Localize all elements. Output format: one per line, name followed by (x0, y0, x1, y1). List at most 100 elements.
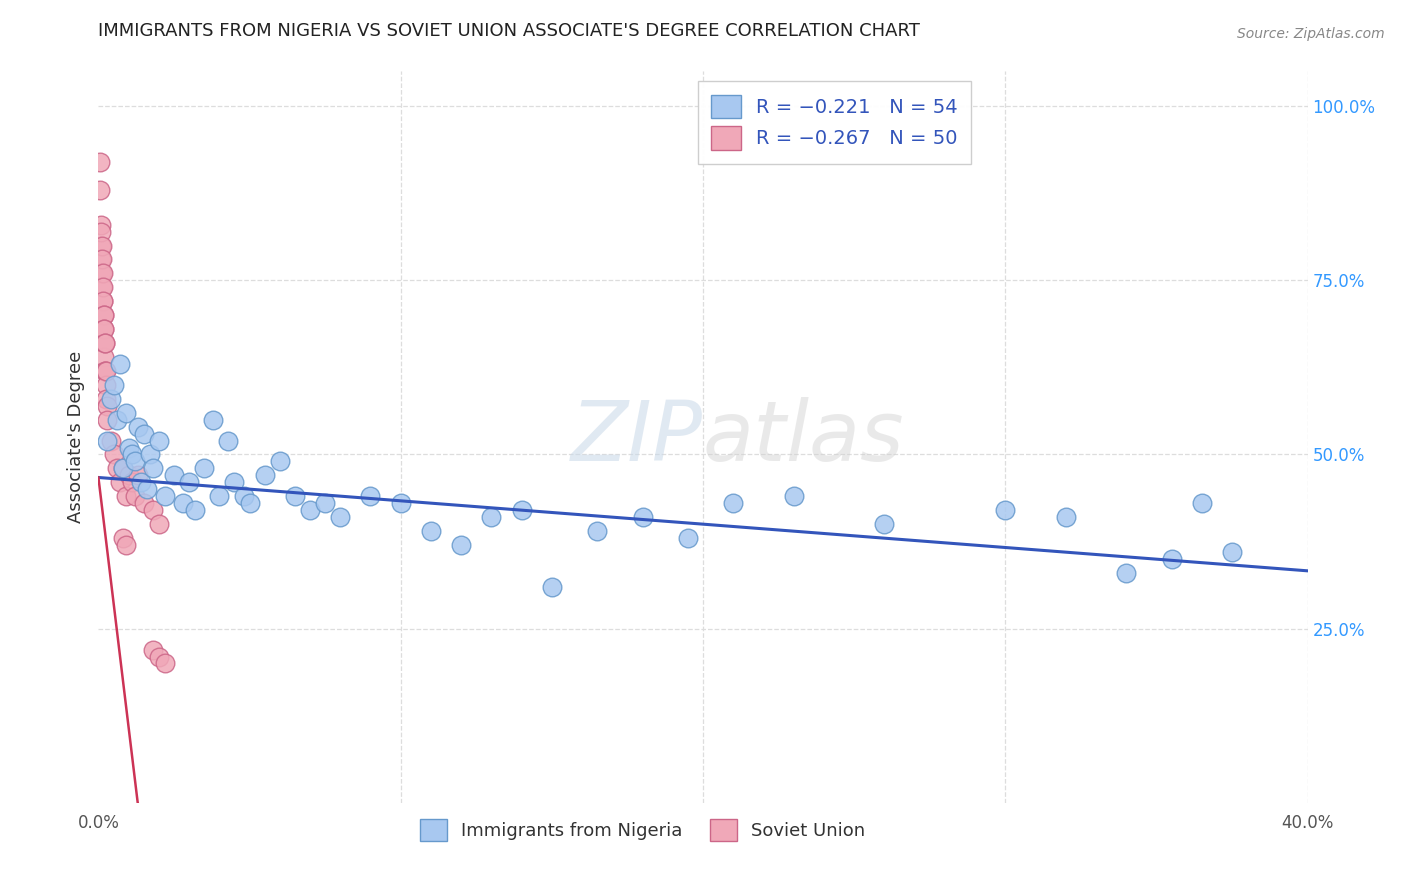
Point (450, 538, 472, 552)
Point (299, 503, 322, 517)
Point (91, 252, 114, 267)
Point (118, 468, 141, 483)
Point (127, 468, 149, 483)
Point (94, 336, 117, 351)
Point (1054, 510, 1077, 524)
Point (96, 412, 118, 426)
Point (142, 642, 165, 657)
Point (586, 524, 609, 538)
Point (148, 434, 170, 448)
Point (96, 399, 118, 413)
Point (91, 238, 114, 252)
Point (93, 308, 115, 322)
Point (153, 657, 176, 671)
Text: ZIP: ZIP (571, 397, 703, 477)
Point (105, 412, 128, 426)
Point (148, 649, 170, 664)
Point (114, 406, 136, 420)
Point (284, 489, 307, 503)
Point (118, 441, 141, 455)
Point (481, 510, 503, 524)
Point (510, 503, 533, 517)
Point (631, 510, 654, 524)
Point (132, 496, 155, 510)
Point (135, 483, 157, 497)
Point (540, 580, 562, 594)
Point (124, 489, 146, 503)
Point (111, 461, 134, 475)
Point (91, 280, 114, 294)
Point (90, 238, 112, 252)
Point (217, 434, 239, 448)
Point (232, 489, 254, 503)
Point (94, 377, 117, 392)
Point (90, 252, 112, 267)
Point (129, 475, 152, 490)
Point (100, 434, 122, 448)
Point (329, 510, 352, 524)
Point (224, 475, 246, 490)
Point (202, 412, 225, 426)
Point (89, 183, 111, 197)
Point (142, 503, 165, 517)
Point (91, 294, 114, 309)
Point (93, 350, 115, 364)
Point (90, 266, 112, 280)
Point (269, 454, 291, 468)
Point (90, 225, 112, 239)
Point (208, 489, 231, 503)
Point (108, 357, 131, 371)
Point (108, 475, 131, 490)
Point (314, 496, 336, 510)
Text: Source: ZipAtlas.com: Source: ZipAtlas.com (1237, 27, 1385, 41)
Point (91, 280, 114, 294)
Point (121, 448, 143, 462)
Point (91, 266, 114, 280)
Point (89, 155, 111, 169)
Point (94, 364, 117, 378)
Point (91, 322, 114, 336)
Point (153, 489, 176, 503)
Point (93, 308, 115, 322)
Point (94, 336, 117, 351)
Point (103, 377, 125, 392)
Point (420, 524, 443, 538)
Point (783, 489, 806, 503)
Point (873, 517, 896, 532)
Point (103, 448, 125, 462)
Point (148, 517, 170, 532)
Point (1191, 496, 1213, 510)
Point (91, 266, 114, 280)
Point (723, 496, 745, 510)
Point (127, 419, 149, 434)
Point (94, 364, 117, 378)
Point (111, 531, 134, 545)
Text: IMMIGRANTS FROM NIGERIA VS SOVIET UNION ASSOCIATE'S DEGREE CORRELATION CHART: IMMIGRANTS FROM NIGERIA VS SOVIET UNION … (98, 22, 921, 40)
Point (172, 496, 194, 510)
Point (121, 475, 143, 490)
Point (253, 468, 276, 483)
Y-axis label: Associate's Degree: Associate's Degree (66, 351, 84, 524)
Point (93, 322, 115, 336)
Point (91, 294, 114, 309)
Point (93, 336, 115, 351)
Point (142, 461, 165, 475)
Point (994, 503, 1017, 517)
Legend: Immigrants from Nigeria, Soviet Union: Immigrants from Nigeria, Soviet Union (412, 812, 873, 848)
Point (111, 461, 134, 475)
Point (96, 434, 118, 448)
Point (239, 496, 262, 510)
Point (179, 475, 201, 490)
Point (676, 531, 699, 545)
Text: atlas: atlas (703, 397, 904, 477)
Point (389, 496, 412, 510)
Point (93, 322, 115, 336)
Point (114, 538, 136, 552)
Point (163, 468, 186, 483)
Point (100, 392, 122, 406)
Point (105, 461, 128, 475)
Point (94, 364, 117, 378)
Point (139, 448, 162, 462)
Point (184, 503, 207, 517)
Point (94, 392, 117, 406)
